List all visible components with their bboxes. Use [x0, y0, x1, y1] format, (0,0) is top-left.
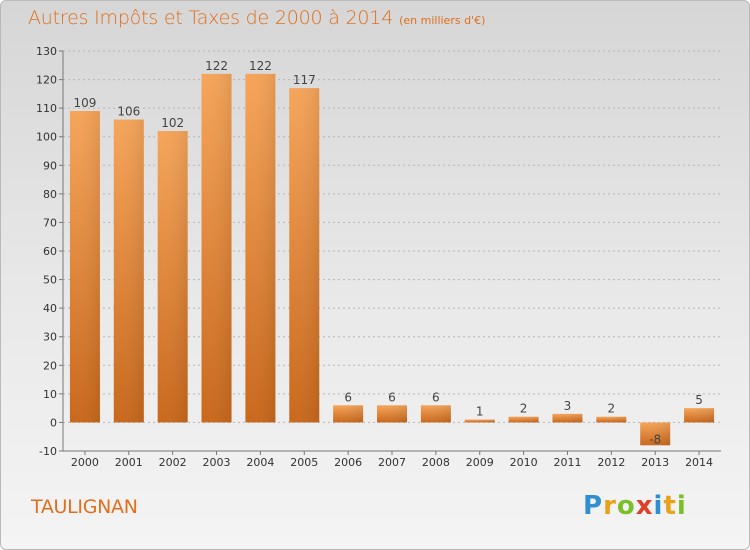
x-tick-label: 2012 — [597, 456, 625, 469]
proxiti-logo: Proxiti — [583, 491, 687, 521]
bar-shade — [508, 416, 539, 423]
bar-shade — [596, 416, 627, 423]
value-label: 122 — [205, 59, 228, 73]
y-tick-label: 110 — [36, 102, 57, 115]
bar-shade — [113, 119, 144, 423]
logo-letter: r — [603, 491, 617, 521]
value-label: 6 — [432, 390, 440, 404]
value-label: 106 — [117, 105, 140, 119]
value-label: 6 — [388, 390, 396, 404]
y-tick-label: 0 — [50, 416, 57, 429]
y-tick-label: 60 — [43, 245, 57, 258]
y-tick-label: 90 — [43, 159, 57, 172]
bar-shade — [201, 73, 232, 423]
bar-shade — [69, 111, 100, 423]
x-tick-label: 2010 — [510, 456, 538, 469]
logo-letter: o — [616, 491, 636, 521]
y-tick-label: 80 — [43, 188, 57, 201]
x-tick-label: 2003 — [203, 456, 231, 469]
y-tick-label: 40 — [43, 302, 57, 315]
bar-shade — [464, 419, 495, 423]
value-label: 5 — [695, 393, 703, 407]
bar-shade — [684, 408, 715, 423]
logo-letter: i — [676, 491, 687, 521]
chart-unit: (en milliers d'€) — [399, 14, 486, 27]
y-tick-label: 30 — [43, 331, 57, 344]
x-tick-label: 2014 — [685, 456, 713, 469]
x-tick-label: 2009 — [466, 456, 494, 469]
x-tick-label: 2013 — [641, 456, 669, 469]
logo-letter: P — [583, 491, 604, 521]
bar-shade — [640, 422, 671, 446]
value-label: 6 — [344, 390, 352, 404]
y-tick-label: 100 — [36, 131, 57, 144]
value-label: 117 — [293, 73, 316, 87]
value-label: 1 — [476, 405, 484, 419]
bar-shade — [245, 73, 276, 423]
y-tick-label: 10 — [43, 388, 57, 401]
x-tick-label: 2007 — [378, 456, 406, 469]
bars: 109 106 102 122 122 117 6 6 6 1 2 3 2 -8 5 — [69, 59, 715, 446]
x-tick-label: 2000 — [71, 456, 99, 469]
x-tick-label: 2008 — [422, 456, 450, 469]
x-axis: 2000 2001 2002 2003 2004 2005 2006 2007 2008 2009… — [63, 450, 721, 469]
bar-shade — [333, 405, 364, 423]
y-tick-label: 50 — [43, 274, 57, 287]
y-tick-label: 130 — [36, 45, 57, 58]
bar-shade — [377, 405, 407, 423]
logo-letter: i — [653, 491, 664, 521]
bar-shade — [289, 88, 320, 423]
x-tick-label: 2004 — [246, 456, 274, 469]
value-label: -8 — [649, 432, 661, 446]
x-tick-label: 2001 — [115, 456, 143, 469]
bar-shade — [157, 131, 188, 423]
y-tick-label: 120 — [36, 74, 57, 87]
x-tick-label: 2005 — [290, 456, 318, 469]
value-label: 102 — [161, 116, 184, 130]
value-label: 109 — [73, 96, 96, 110]
bar-shade — [552, 413, 583, 423]
value-label: 2 — [608, 402, 616, 416]
logo-letter: t — [663, 491, 677, 521]
value-label: 2 — [520, 402, 528, 416]
place-name: TAULIGNAN — [31, 496, 138, 518]
y-tick-label: 70 — [43, 216, 57, 229]
chart-title-text: Autres Impôts et Taxes de 2000 à 2014 — [28, 7, 394, 29]
logo-letter: x — [635, 491, 654, 521]
y-tick-label: 20 — [43, 359, 57, 372]
chart-title: Autres Impôts et Taxes de 2000 à 2014 (en… — [28, 7, 485, 29]
x-tick-label: 2006 — [334, 456, 362, 469]
value-label: 122 — [249, 59, 272, 73]
y-axis: -10 0 10 20 30 40 50 60 70 80 90 100 110 120 130 — [36, 45, 64, 458]
bar-shade — [420, 405, 451, 423]
x-tick-label: 2002 — [159, 456, 187, 469]
y-tick-label: -10 — [39, 445, 57, 458]
value-label: 3 — [564, 399, 572, 413]
x-tick-label: 2011 — [553, 456, 581, 469]
